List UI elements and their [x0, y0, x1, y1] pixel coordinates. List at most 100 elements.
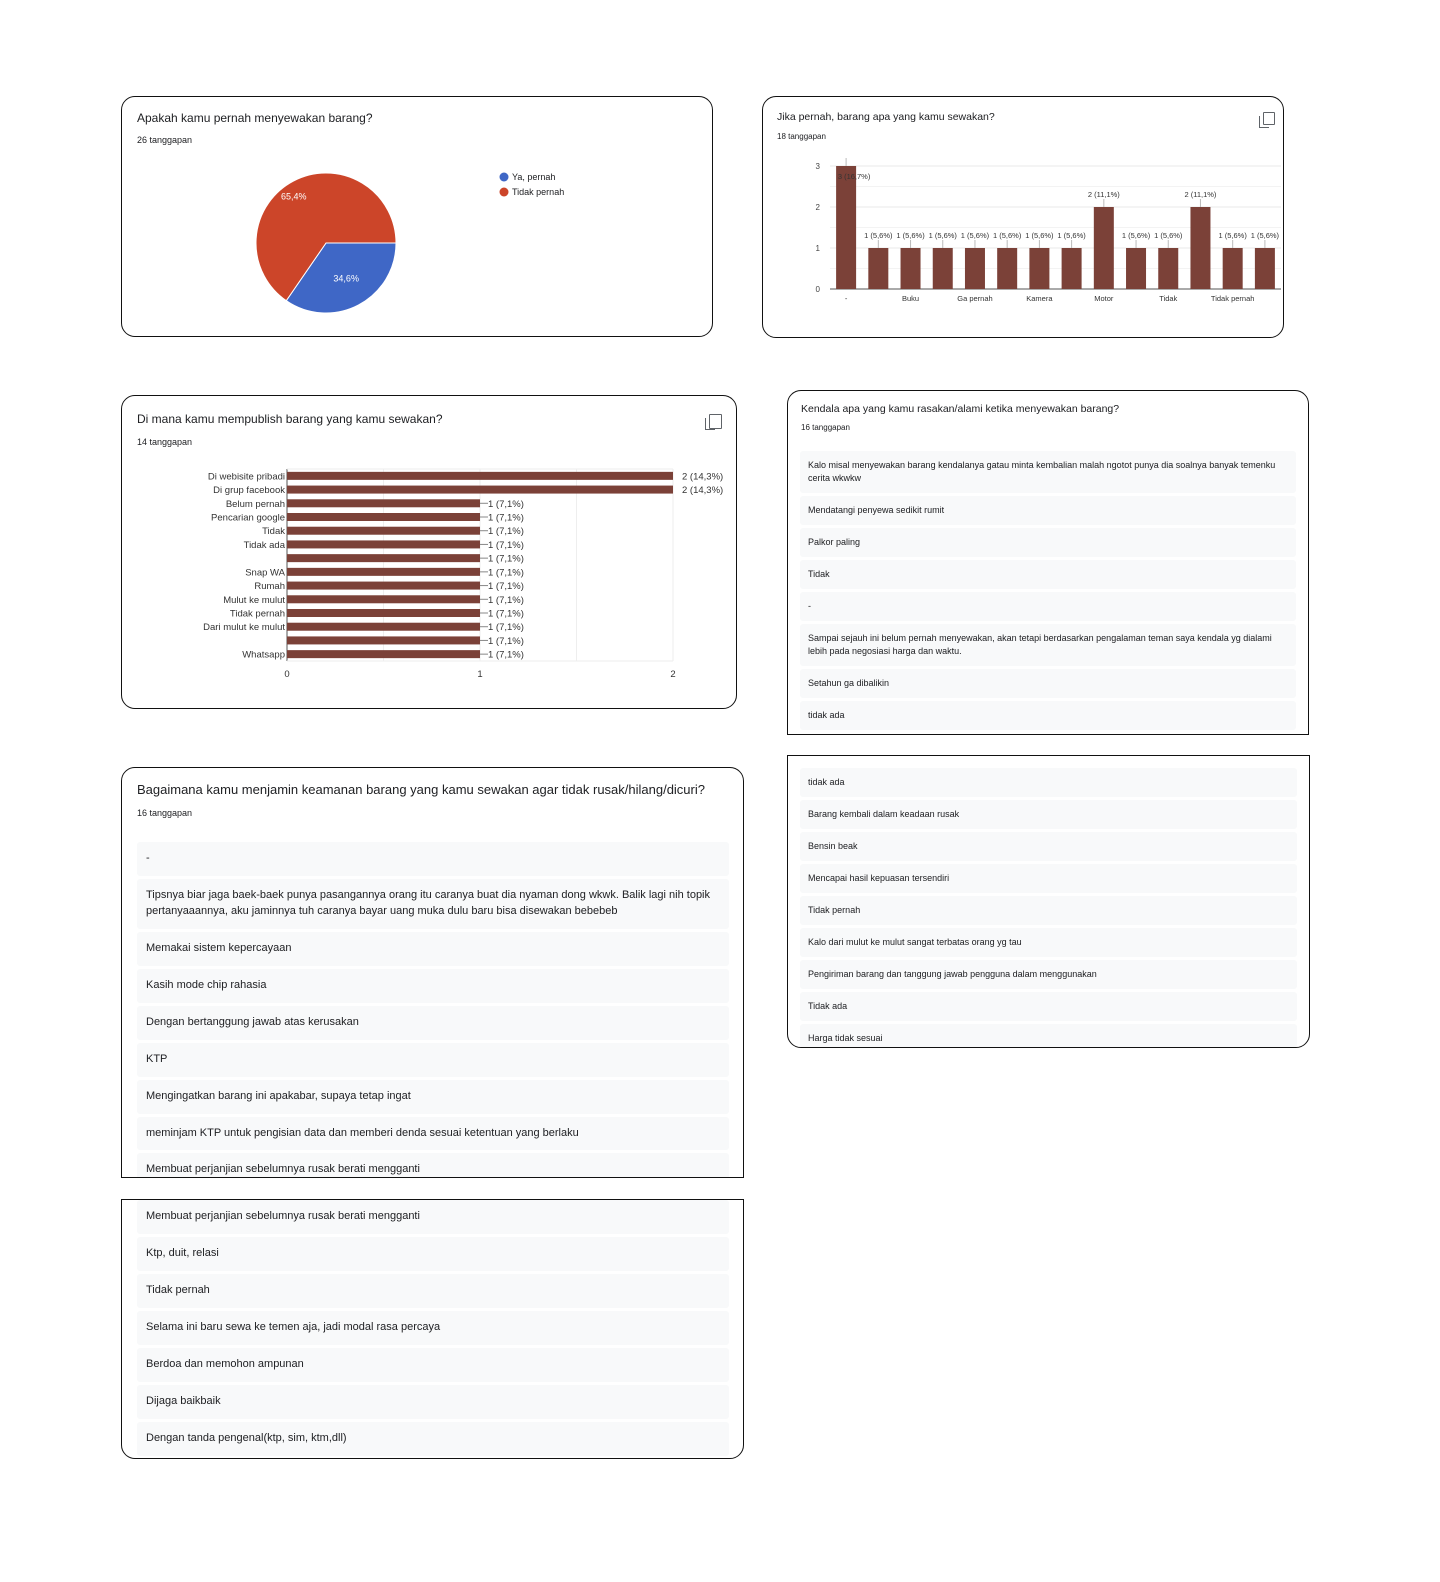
- response-item: tidak ada: [800, 701, 1296, 731]
- x-tick-label: Kamera: [1026, 294, 1053, 303]
- copy-chart-icon[interactable]: [705, 414, 722, 430]
- bar-value-label: 1 (7,1%): [488, 513, 524, 524]
- bar: [1222, 248, 1243, 289]
- y-tick-label: 0: [816, 285, 821, 294]
- response-count: 14 tanggapan: [137, 437, 193, 447]
- bar-value-label: 1 (5,6%): [1025, 231, 1054, 240]
- response-count: 16 tanggapan: [801, 423, 850, 432]
- y-category-label: Whatsapp: [242, 650, 285, 661]
- response-item: Kalo dari mulut ke mulut sangat terbatas…: [800, 928, 1297, 958]
- question-title: Bagaimana kamu menjamin keamanan barang …: [137, 782, 705, 797]
- response-list: - Tipsnya biar jaga baek-baek punya pasan…: [137, 842, 729, 1177]
- bar-value-label: 1 (7,1%): [488, 567, 524, 578]
- response-item: Dijaga baikbaik: [137, 1384, 729, 1419]
- card-kendala-1: Kendala apa yang kamu rasakan/alami keti…: [787, 390, 1309, 735]
- bar-value-label: 1 (7,1%): [488, 650, 524, 661]
- bar-value-label: 1 (5,6%): [864, 231, 893, 240]
- bar-value-label: 1 (5,6%): [929, 231, 958, 240]
- bar: [1061, 248, 1082, 289]
- response-item: Tidak ada: [800, 992, 1297, 1022]
- y-category-label: Tidak: [262, 526, 285, 537]
- bar-value-label: 3 (16,7%): [838, 172, 871, 181]
- x-tick-label: Motor: [1094, 294, 1114, 303]
- bar-value-label: 1 (7,1%): [488, 609, 524, 620]
- bar-value-label: 1 (7,1%): [488, 595, 524, 606]
- bar-value-label: 1 (5,6%): [993, 231, 1022, 240]
- response-item: Pengiriman barang dan tanggung jawab pen…: [800, 960, 1297, 990]
- response-item: Kalo misal menyewakan barang kendalanya …: [800, 451, 1296, 494]
- response-item: Harga tidak sesuai: [800, 1024, 1297, 1047]
- bar-value-label: 1 (5,6%): [1057, 231, 1086, 240]
- question-title: Kendala apa yang kamu rasakan/alami keti…: [801, 403, 1120, 415]
- card-keamanan-1: Bagaimana kamu menjamin keamanan barang …: [121, 767, 744, 1178]
- bar-value-label: 1 (5,6%): [1218, 231, 1247, 240]
- y-category-label: Tidak pernah: [230, 609, 285, 620]
- bar-value-label: 2 (14,3%): [682, 485, 723, 496]
- response-item: -: [800, 592, 1296, 622]
- response-item: Memakai sistem kepercayaan: [137, 931, 729, 966]
- bar: [932, 248, 953, 289]
- card-items-bar: Jika pernah, barang apa yang kamu sewaka…: [762, 96, 1284, 338]
- response-item: Mengingatkan barang ini apakabar, supaya…: [137, 1079, 729, 1114]
- y-category-label: Mulut ke mulut: [223, 595, 285, 606]
- bar: [287, 499, 480, 508]
- response-item: Dengan bertanggung jawab atas kerusakan: [137, 1005, 729, 1040]
- bar-value-label: 1 (7,1%): [488, 499, 524, 510]
- response-item: tidak ada: [800, 768, 1297, 798]
- y-category-label: Tidak ada: [244, 540, 286, 551]
- response-count: 26 tanggapan: [137, 135, 193, 145]
- bar-value-label: 1 (5,6%): [961, 231, 990, 240]
- y-tick-label: 2: [816, 203, 821, 212]
- y-tick-label: 3: [816, 162, 821, 171]
- bar: [287, 471, 673, 480]
- bar: [1190, 207, 1211, 289]
- bar-value-label: 1 (7,1%): [488, 581, 524, 592]
- card-publish-bar: Di mana kamu mempublish barang yang kamu…: [121, 395, 737, 709]
- response-item: Setahun ga dibalikin: [800, 669, 1296, 699]
- response-item: Tidak pernah: [137, 1273, 729, 1308]
- pie-chart: 34,6% Ya, pernah 65,4% Tidak pernah: [255, 172, 564, 314]
- response-item: Selama ini baru sewa ke temen aja, jadi …: [137, 1310, 729, 1345]
- response-item: Palkor paling: [800, 528, 1296, 558]
- response-item: Ktp, duit, relasi: [137, 1236, 729, 1271]
- bar-value-label: 1 (5,6%): [1122, 231, 1151, 240]
- bar: [287, 567, 480, 576]
- y-category-label: Dari mulut ke mulut: [203, 622, 285, 633]
- response-item: Membuat perjanjian sebelumnya rusak bera…: [137, 1153, 729, 1177]
- card-kendala-2: tidak ada Barang kembali dalam keadaan ru…: [787, 755, 1310, 1048]
- pie-slice: [255, 172, 397, 302]
- response-item: Barang kembali dalam keadaan rusak: [800, 800, 1297, 830]
- bar: [1158, 248, 1179, 289]
- x-tick-label: Ga pernah: [957, 294, 992, 303]
- response-item: Tidak: [800, 560, 1296, 590]
- response-list: Membuat perjanjian sebelumnya rusak bera…: [137, 1200, 729, 1458]
- y-category-label: Snap WA: [245, 567, 285, 578]
- copy-chart-icon[interactable]: [1259, 112, 1275, 128]
- bar-value-label: 1 (7,1%): [488, 526, 524, 537]
- bar-value-label: 1 (7,1%): [488, 540, 524, 551]
- bar-value-label: 1 (5,6%): [1154, 231, 1183, 240]
- bar-value-label: 1 (7,1%): [488, 622, 524, 633]
- slice-label: 65,4%: [281, 192, 307, 202]
- x-tick-label: -: [845, 294, 848, 303]
- bar: [900, 248, 921, 289]
- legend-label: Ya, pernah: [512, 172, 555, 182]
- x-tick-label: 2: [670, 669, 675, 680]
- response-list: tidak ada Barang kembali dalam keadaan ru…: [800, 768, 1297, 1047]
- bar: [1029, 248, 1050, 289]
- bar-value-label: 2 (14,3%): [682, 471, 723, 482]
- card-pie: Apakah kamu pernah menyewakan barang? 26…: [121, 96, 713, 337]
- bar: [997, 248, 1018, 289]
- y-category-label: Pencarian google: [211, 513, 285, 524]
- y-category-label: Rumah: [254, 581, 285, 592]
- bar: [964, 248, 985, 289]
- response-count: 16 tanggapan: [137, 808, 193, 818]
- bar-value-label: 1 (5,6%): [896, 231, 925, 240]
- legend-dot: [499, 172, 509, 182]
- response-item: Bensin beak: [800, 832, 1297, 862]
- question-title: Di mana kamu mempublish barang yang kamu…: [137, 412, 443, 426]
- response-list: Kalo misal menyewakan barang kendalanya …: [800, 451, 1296, 733]
- slice-label: 34,6%: [333, 273, 359, 283]
- response-item: Tipsnya biar jaga baek-baek punya pasang…: [137, 878, 729, 929]
